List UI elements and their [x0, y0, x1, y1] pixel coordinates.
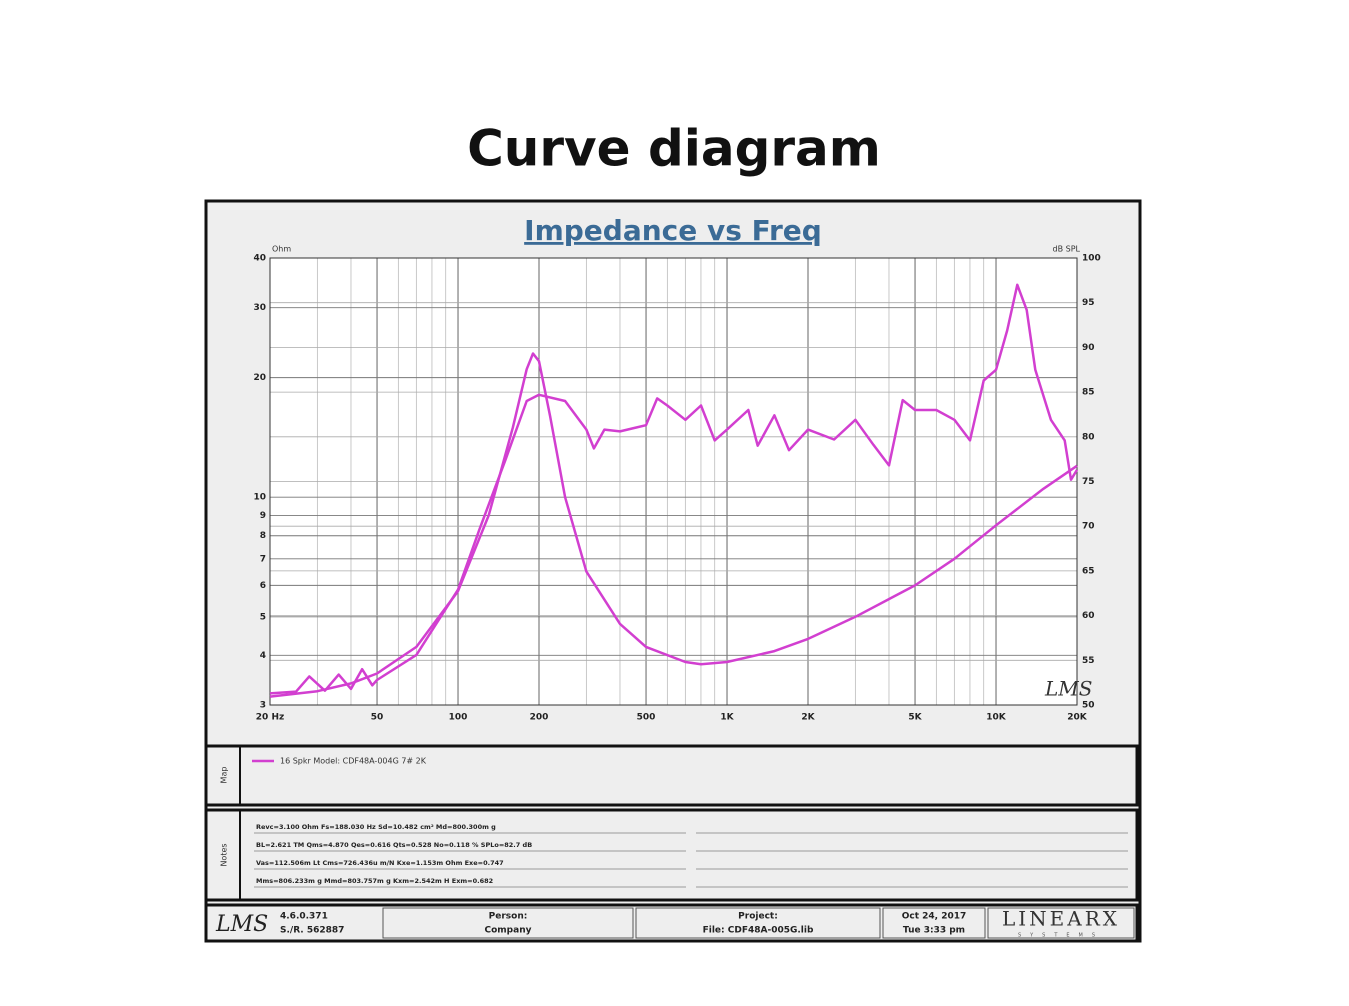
y-axis-label: Ohm: [272, 245, 291, 254]
x-tick-label: 5K: [908, 713, 922, 723]
x-tick-label: 500: [637, 713, 656, 723]
brand: LINEARX: [1002, 907, 1120, 931]
y2-tick-label: 50: [1082, 701, 1095, 711]
brand-sub: SYSTEMS: [1018, 933, 1104, 939]
y-tick-label: 9: [260, 511, 266, 521]
person: Company: [485, 926, 532, 936]
y2-tick-label: 80: [1082, 432, 1095, 442]
y-tick-label: 20: [253, 373, 266, 383]
cell: [882, 907, 986, 939]
x-tick-label: 1K: [720, 713, 734, 723]
cell: [382, 907, 634, 939]
notes: Revc=3.100 Ohm Fs=188.030 Hz Sd=10.482 c…: [254, 823, 1128, 888]
y-tick-label: 4: [260, 651, 266, 661]
footer-box: [204, 903, 1139, 943]
cell: [987, 907, 1135, 939]
y2-tick-label: 55: [1082, 656, 1095, 666]
page-title: Curve diagram: [467, 120, 881, 178]
notes-label: Notes: [220, 843, 229, 866]
footer: LMS 4.6.0.371 S./R. 562887 Person: Compa…: [204, 903, 1139, 943]
y2-tick-label: 95: [1082, 298, 1095, 308]
project-label: Project:: [738, 912, 778, 922]
plot-border: [269, 257, 1078, 706]
serial: S./R. 562887: [280, 926, 344, 936]
cell: [635, 907, 881, 939]
note-line: Vas=112.506m Lt Cms=726.436u m/N Kxe=1.1…: [256, 859, 504, 867]
notes-panel: [204, 808, 1139, 902]
plot: 20 Hz 50 100 200 500 1K 2K 5K 10K 20K 3 4 5 6 7 8 9 10 20 3…: [253, 254, 1100, 723]
y-tick-label: 6: [260, 581, 266, 591]
y-tick-label: 10: [253, 493, 266, 503]
footer-logo: LMS: [215, 912, 268, 937]
x-tick-label: 50: [371, 713, 384, 723]
map-label: Map: [220, 767, 229, 784]
date: Oct 24, 2017: [902, 912, 967, 922]
chart-title: Impedance vs Freq: [524, 214, 822, 247]
x-tick-label: 20 Hz: [256, 713, 284, 723]
y2-axis-label: dB SPL: [1053, 245, 1081, 254]
y2-tick-label: 90: [1082, 343, 1095, 353]
project: File: CDF48A-005G.lib: [703, 926, 814, 936]
note-line: Mms=806.233m g Mmd=803.757m g Kxm=2.542m…: [256, 877, 493, 885]
legend-label: 16 Spkr Model: CDF48A-004G 7# 2K: [280, 757, 427, 766]
x-tick-label: 200: [530, 713, 549, 723]
y2-tick-label: 70: [1082, 522, 1095, 532]
y-tick-label: 5: [260, 612, 266, 622]
x-tick-label: 20K: [1067, 713, 1088, 723]
series-line: [269, 283, 1079, 695]
map-panel: [204, 744, 1139, 807]
y-tick-label: 8: [260, 531, 266, 541]
x-tick-label: 100: [449, 713, 468, 723]
y2-tick-label: 85: [1082, 388, 1095, 398]
plot-logo: LMS: [1044, 677, 1092, 701]
y-tick-label: 7: [260, 554, 266, 564]
series-line: [269, 352, 1078, 698]
person-label: Person:: [489, 912, 528, 922]
y-tick-label: 30: [253, 303, 266, 313]
time: Tue 3:33 pm: [903, 926, 965, 936]
y2-tick-label: 60: [1082, 611, 1095, 621]
y-tick-label: 3: [260, 701, 266, 711]
x-tick-label: 10K: [986, 713, 1007, 723]
note-line: Revc=3.100 Ohm Fs=188.030 Hz Sd=10.482 c…: [256, 823, 496, 831]
y2-tick-label: 100: [1082, 254, 1101, 264]
y2-tick-label: 75: [1082, 477, 1095, 487]
x-tick-label: 2K: [801, 713, 815, 723]
y2-tick-label: 65: [1082, 566, 1095, 576]
note-line: BL=2.621 TM Qms=4.870 Qes=0.616 Qts=0.52…: [256, 841, 532, 849]
y-tick-label: 40: [253, 254, 266, 264]
version: 4.6.0.371: [280, 912, 328, 922]
